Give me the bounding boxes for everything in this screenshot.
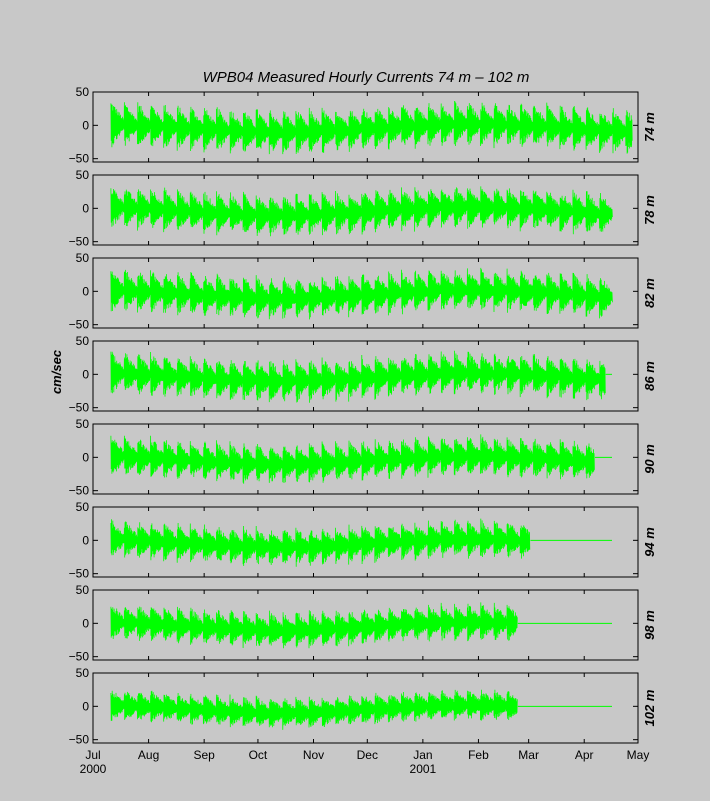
panel-frame: [92, 91, 639, 163]
y-tick-label: 50: [76, 334, 90, 348]
y-tick-label: −50: [69, 650, 90, 664]
series-trace: [110, 350, 606, 403]
x-tick-label: May: [627, 748, 650, 762]
y-tick-label: −50: [69, 401, 90, 415]
y-tick-label: 0: [82, 616, 89, 630]
y-tick-label: 50: [76, 168, 90, 182]
x-tick-label: Feb: [468, 748, 489, 762]
y-tick-label: 0: [82, 699, 89, 713]
y-tick-label: 50: [76, 251, 90, 265]
series-trace: [110, 689, 518, 730]
panel-0: 50 0 −50 74 m: [69, 85, 657, 166]
y-tick-label: 50: [76, 85, 90, 99]
panel-5: 50 0 −50 94 m: [69, 500, 657, 581]
x-tick-label: Aug: [138, 748, 159, 762]
series-trace: [110, 518, 531, 567]
x-tick-label: Jan: [413, 748, 432, 762]
panel-frame: [92, 589, 639, 661]
x-tick-label: Sep: [193, 748, 215, 762]
y-axis-label: cm/sec: [49, 349, 64, 394]
x-tick-label: Nov: [303, 748, 324, 762]
panel-frame: [92, 257, 639, 329]
x-tick-year-label: 2000: [80, 762, 107, 776]
y-tick-label: −50: [69, 733, 90, 747]
y-tick-label: 0: [82, 284, 89, 298]
y-tick-label: 0: [82, 450, 89, 464]
y-tick-label: 50: [76, 666, 90, 680]
panel-4: 50 0 −50 90 m: [69, 417, 657, 498]
y-tick-label: −50: [69, 235, 90, 249]
series-label: 102 m: [642, 689, 657, 726]
panel-frame: [92, 340, 639, 412]
y-tick-label: 50: [76, 583, 90, 597]
x-tick-label: Mar: [518, 748, 539, 762]
x-tick-year-label: 2001: [410, 762, 437, 776]
x-tick-label: Jul: [85, 748, 100, 762]
panel-2: 50 0 −50 82 m: [69, 251, 657, 332]
y-tick-label: 0: [82, 367, 89, 381]
y-tick-label: 50: [76, 500, 90, 514]
y-tick-label: −50: [69, 318, 90, 332]
series-trace: [110, 602, 518, 649]
y-tick-label: 0: [82, 533, 89, 547]
y-tick-label: −50: [69, 567, 90, 581]
panel-frame: [92, 506, 639, 578]
y-tick-label: 50: [76, 417, 90, 431]
panel-1: 50 0 −50 78 m: [69, 168, 657, 249]
panel-3: 50 0 −50 86 m: [69, 334, 657, 415]
series-label: 74 m: [642, 112, 657, 142]
panel-6: 50 0 −50 98 m: [69, 583, 657, 664]
y-tick-label: 0: [82, 201, 89, 215]
series-label: 78 m: [642, 195, 657, 225]
series-trace: [110, 100, 633, 155]
series-label: 86 m: [642, 361, 657, 391]
x-tick-label: Apr: [575, 748, 594, 762]
series-trace: [110, 186, 613, 237]
chart-title: WPB04 Measured Hourly Currents 74 m – 10…: [203, 69, 530, 86]
panel-7: 50 0 −50 102 m: [69, 666, 657, 747]
series-label: 94 m: [642, 527, 657, 557]
series-trace: [110, 434, 595, 484]
series-trace: [110, 267, 613, 320]
x-tick-label: Dec: [357, 748, 378, 762]
y-tick-label: −50: [69, 484, 90, 498]
y-tick-label: 0: [82, 118, 89, 132]
panel-frame: [92, 672, 639, 744]
series-label: 98 m: [642, 610, 657, 640]
panels: 50 0 −50 74 m 50 0 −50 78 m 50 0 −50 82 m 50 0 −50 86 m…: [69, 85, 657, 776]
series-label: 90 m: [642, 444, 657, 474]
y-tick-label: −50: [69, 152, 90, 166]
x-tick-label: Oct: [249, 748, 268, 762]
series-label: 82 m: [642, 278, 657, 308]
panel-frame: [92, 174, 639, 246]
panel-frame: [92, 423, 639, 495]
